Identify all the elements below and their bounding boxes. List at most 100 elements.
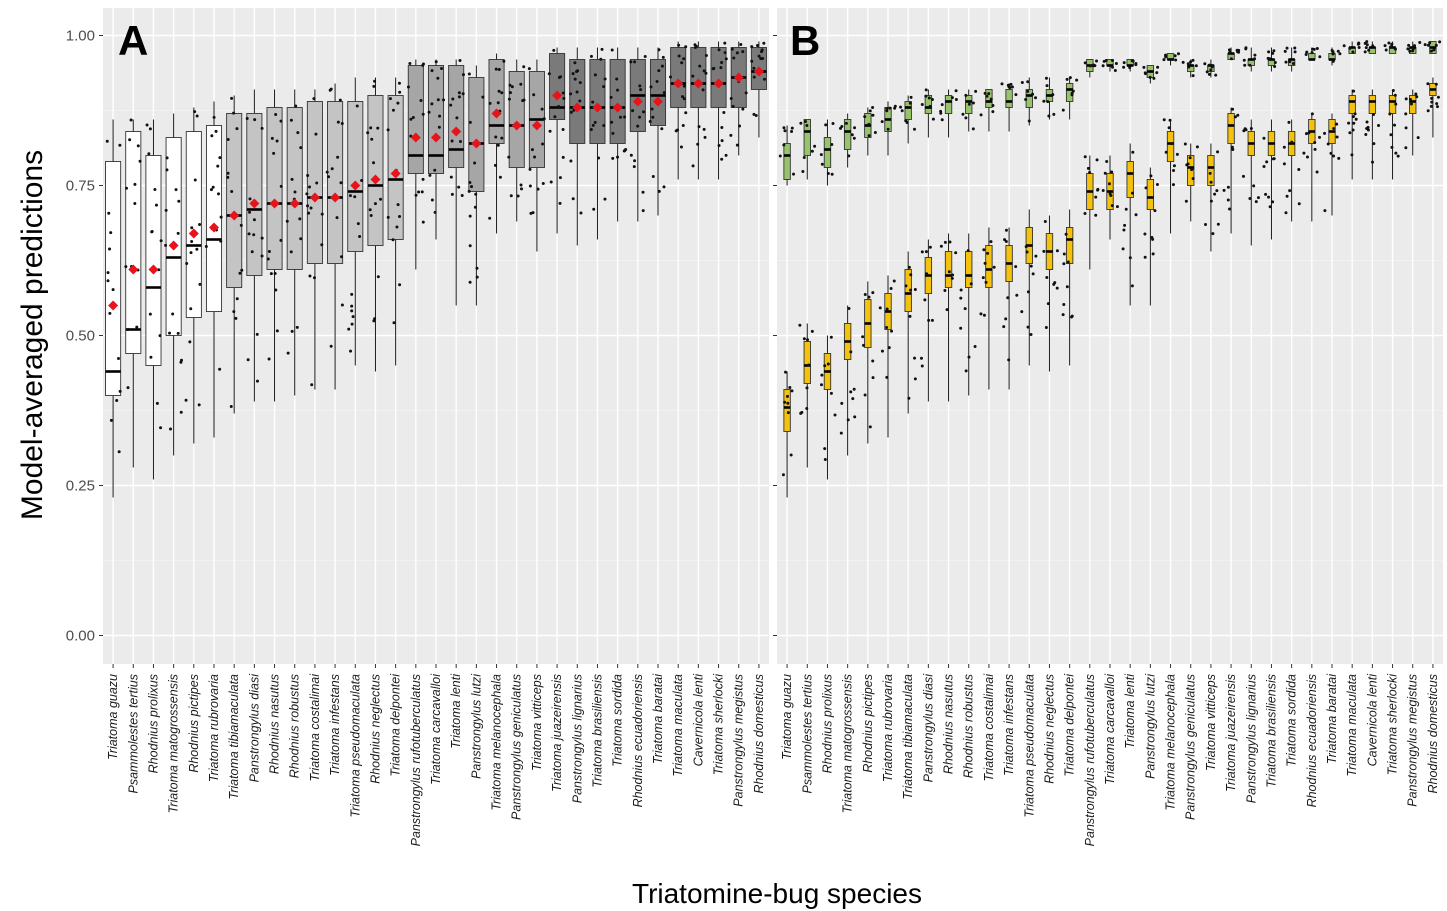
data-point [611, 156, 615, 160]
x-tick-label: Triatoma melanocephala [1164, 674, 1178, 811]
data-point [106, 271, 110, 275]
data-point [116, 357, 120, 361]
data-point [542, 117, 546, 121]
data-point [1242, 129, 1246, 133]
data-point [408, 62, 412, 66]
data-point [295, 325, 299, 329]
data-point [724, 153, 728, 157]
data-point [1222, 188, 1226, 192]
data-point [885, 109, 889, 113]
data-point [494, 67, 498, 71]
data-point [1009, 82, 1013, 86]
mean-marker [309, 192, 320, 203]
data-point [1034, 96, 1038, 100]
data-point [414, 193, 418, 197]
data-point [1151, 252, 1155, 256]
x-tick-label: Rhodnius nasutus [942, 674, 956, 774]
data-point [530, 148, 534, 152]
mean-marker [632, 96, 643, 107]
data-point [356, 222, 360, 226]
data-point [1415, 95, 1419, 99]
data-point [106, 279, 110, 283]
x-tick-label: Triatoma baratai [651, 673, 665, 764]
data-point [967, 355, 971, 359]
data-point [1066, 260, 1070, 264]
data-point [813, 144, 817, 148]
data-point [954, 98, 958, 102]
data-point [1414, 92, 1418, 96]
data-point [198, 282, 202, 286]
data-point [1357, 46, 1361, 50]
data-point [1124, 207, 1128, 211]
data-point [557, 105, 561, 109]
data-point [461, 92, 465, 96]
box-box [407, 65, 424, 174]
data-point [750, 45, 754, 49]
data-point [177, 199, 181, 203]
x-tick-label: Panstrongylus lignarius [570, 674, 584, 803]
data-point [174, 188, 178, 192]
data-point [871, 106, 875, 110]
data-point [1174, 58, 1178, 62]
data-point [1332, 127, 1336, 131]
data-point [467, 189, 471, 193]
data-point [1183, 142, 1187, 146]
data-point [165, 156, 169, 160]
data-point [475, 275, 479, 279]
green-box-box [924, 95, 933, 114]
data-point [138, 159, 142, 163]
yellow-box-box [944, 251, 953, 288]
data-point [1435, 105, 1439, 109]
data-point [1186, 162, 1190, 166]
data-point [124, 265, 128, 269]
data-point [847, 307, 851, 311]
data-point [703, 135, 707, 139]
data-point [971, 127, 975, 131]
data-point [677, 43, 681, 47]
data-point [741, 50, 745, 54]
data-point [1293, 50, 1297, 54]
data-point [681, 95, 685, 99]
data-point [806, 338, 810, 342]
data-point [1271, 51, 1275, 55]
data-point [569, 110, 573, 114]
data-point [395, 225, 399, 229]
data-point [790, 129, 794, 133]
green-box-box [823, 137, 832, 168]
data-point [397, 81, 401, 85]
data-point [786, 411, 790, 415]
data-point [805, 407, 809, 411]
data-point [724, 57, 728, 61]
box-box [105, 161, 122, 396]
data-point [1338, 52, 1342, 56]
data-point [235, 127, 239, 131]
data-point [558, 176, 562, 180]
data-point [908, 101, 912, 105]
data-point [118, 143, 122, 147]
x-tick-label: Triatoma lenti [1123, 673, 1137, 749]
panel-a-label: A [118, 17, 148, 64]
data-point [1175, 152, 1179, 156]
data-point [1237, 50, 1241, 54]
data-point [320, 212, 324, 216]
data-point [1015, 293, 1019, 297]
data-point [1095, 59, 1099, 63]
y-axis-title: Model-averaged predictions [16, 150, 49, 520]
data-point [274, 112, 278, 116]
data-point [1249, 126, 1253, 130]
box-box [286, 107, 303, 270]
data-point [1413, 44, 1417, 48]
data-point [578, 81, 582, 85]
data-point [1094, 213, 1098, 217]
data-point [927, 96, 931, 100]
data-point [805, 386, 809, 390]
data-point [239, 223, 243, 227]
data-point [1025, 250, 1029, 254]
data-point [1236, 113, 1240, 117]
data-point [212, 115, 216, 119]
data-point [1241, 174, 1245, 178]
mean-marker [108, 300, 119, 311]
box-box [690, 47, 707, 108]
x-tick-label: Rhodnius nasutus [268, 674, 282, 774]
data-point [927, 318, 931, 322]
